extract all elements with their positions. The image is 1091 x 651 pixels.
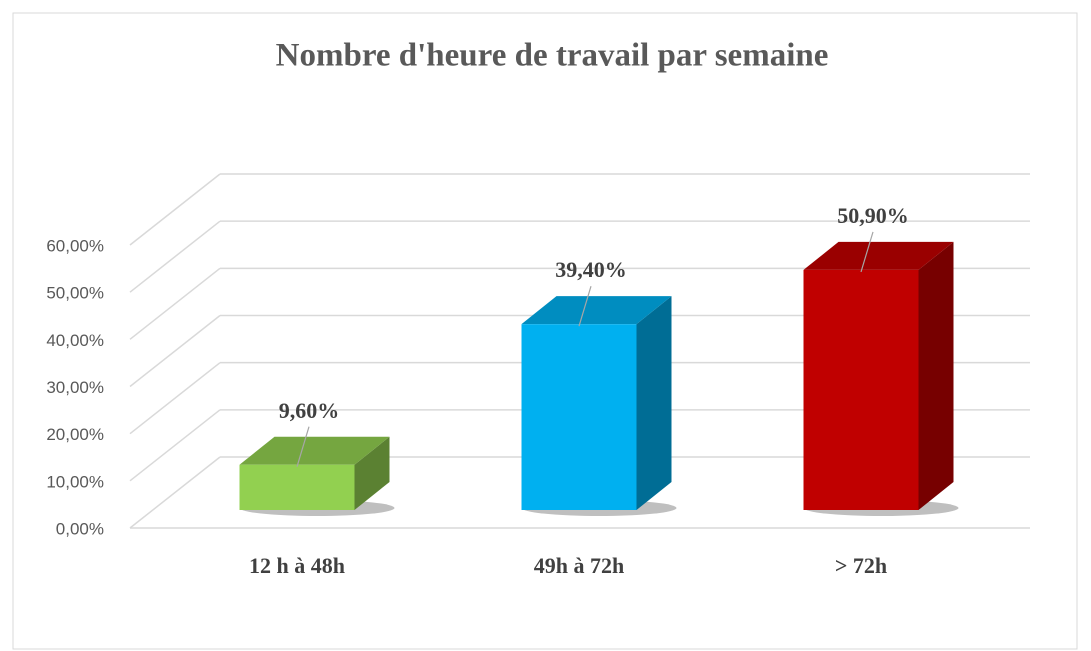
bar-top	[803, 241, 954, 270]
y-tick-label: 10,00%	[46, 472, 104, 491]
leader-line	[296, 426, 310, 467]
y-tick-label: 40,00%	[46, 331, 104, 350]
grid-line	[129, 314, 221, 388]
bar-side	[918, 241, 954, 510]
leader-line	[860, 231, 874, 273]
grid-line	[129, 220, 221, 293]
y-tick-label: 20,00%	[46, 425, 104, 444]
x-tick-label: > 72h	[835, 553, 887, 578]
x-tick-label: 49h à 72h	[534, 553, 624, 578]
grid-line	[129, 173, 221, 246]
data-label: 50,90%	[837, 203, 909, 228]
leader-line	[578, 285, 592, 327]
data-label: 39,40%	[555, 257, 627, 282]
y-tick-label: 0,00%	[56, 519, 104, 538]
grid-line	[129, 409, 221, 482]
y-tick-label: 60,00%	[46, 236, 104, 255]
bar-top	[521, 296, 672, 325]
bar-side	[636, 296, 672, 510]
grid-line	[129, 362, 221, 435]
bar-side	[354, 436, 390, 510]
bar-top	[239, 436, 390, 465]
bar	[239, 464, 355, 510]
bar	[521, 324, 637, 510]
x-tick-label: 12 h à 48h	[249, 553, 345, 578]
y-tick-label: 30,00%	[46, 378, 104, 397]
chart-title: Nombre d'heure de travail par semaine	[276, 38, 829, 74]
data-label: 9,60%	[279, 398, 340, 423]
y-tick-label: 50,00%	[46, 284, 104, 303]
grid-line	[129, 267, 221, 340]
bar	[803, 269, 919, 510]
grid-line	[129, 456, 221, 529]
